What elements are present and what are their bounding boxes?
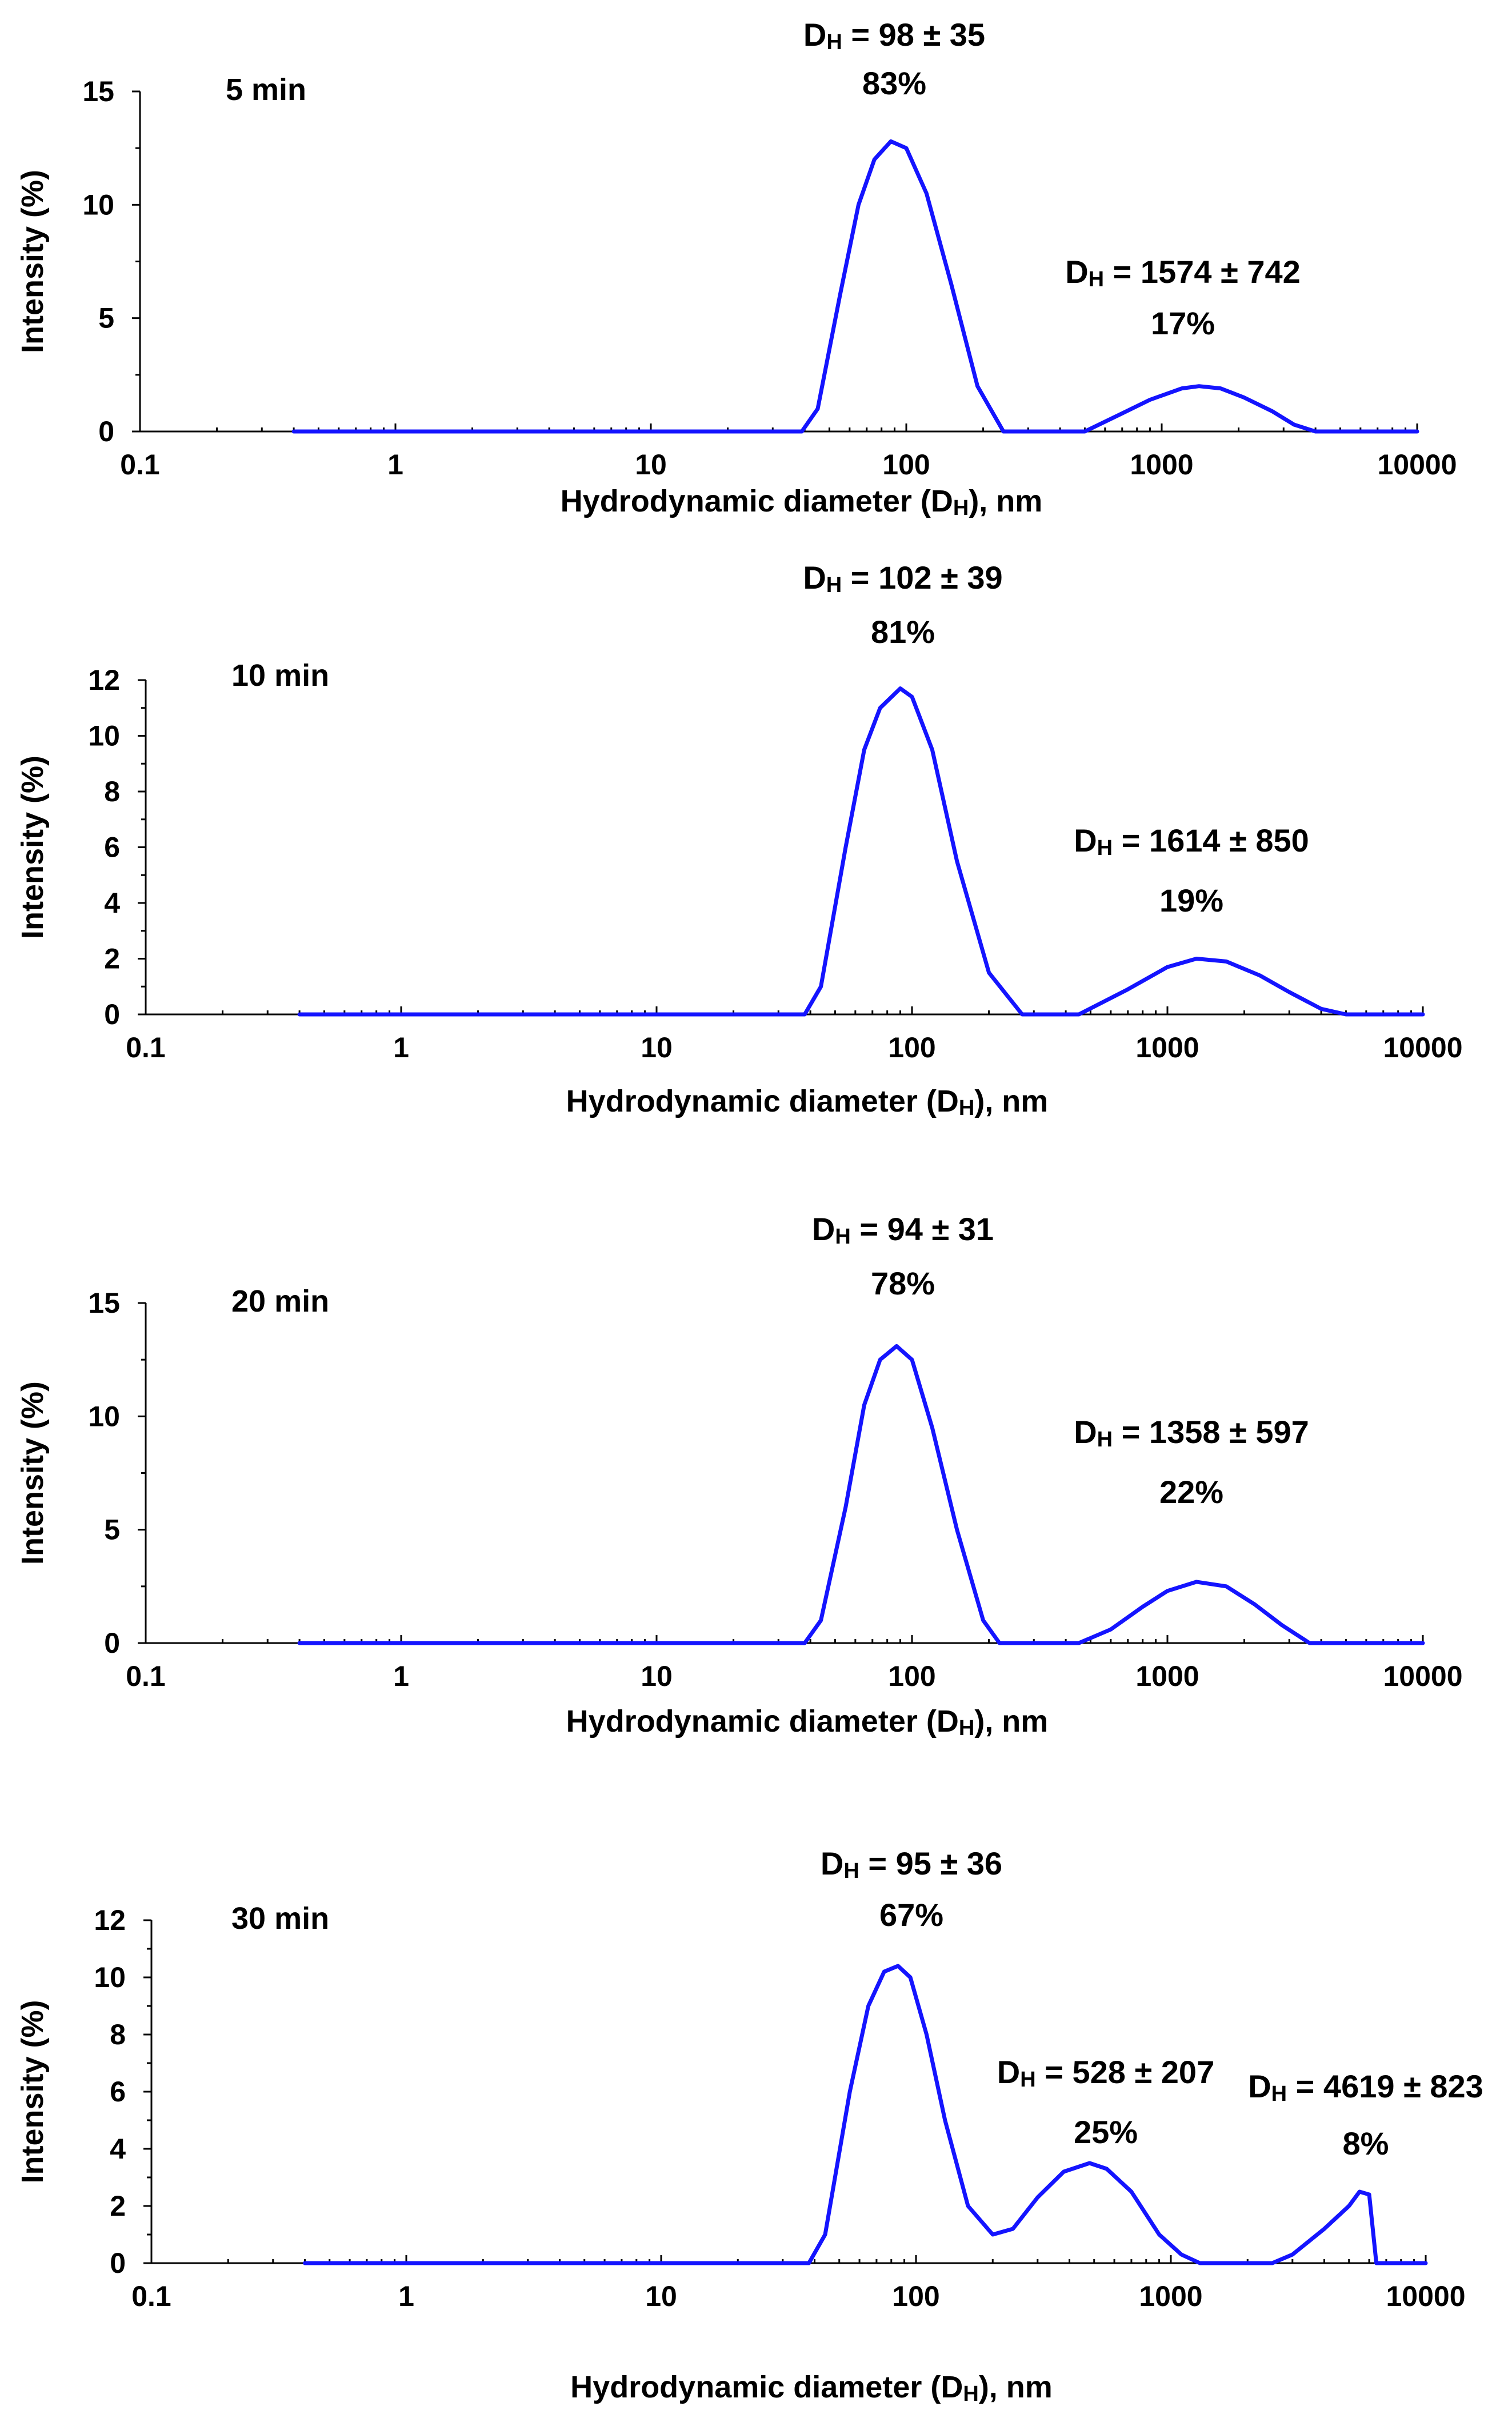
peak-size-annotation: DH = 1358 ± 597 — [1074, 1414, 1309, 1452]
x-axis-title: Hydrodynamic diameter (DH), nm — [561, 484, 1043, 520]
y-tick-label: 8 — [104, 776, 120, 808]
y-tick-label: 15 — [82, 75, 114, 107]
x-tick-label: 1 — [387, 449, 403, 481]
peak-percent-annotation: 17% — [1151, 305, 1215, 341]
y-tick-label: 4 — [110, 2133, 126, 2165]
x-tick-label: 10 — [635, 449, 667, 481]
x-axis-title: Hydrodynamic diameter (DH), nm — [570, 2370, 1053, 2406]
y-tick-label: 2 — [110, 2190, 126, 2222]
x-tick-label: 1 — [393, 1660, 409, 1692]
peak-percent-annotation: 19% — [1159, 882, 1223, 918]
chart-panel-2: 0.1 1 10 100 1000 10000 0 2 4 6 8 10 12 Hydrodynamic … — [15, 559, 1463, 1120]
peak-size-annotation: DH = 94 ± 31 — [812, 1211, 994, 1249]
y-tick-label: 12 — [94, 1904, 126, 1936]
intensity-series-line — [303, 1964, 1428, 2265]
peak-size-annotation: DH = 528 ± 207 — [997, 2054, 1214, 2092]
x-axis-title: Hydrodynamic diameter (DH), nm — [566, 1084, 1049, 1120]
peak-percent-annotation: 22% — [1159, 1474, 1223, 1510]
peak-percent-annotation: 78% — [871, 1265, 935, 1301]
intensity-series-line — [297, 1344, 1425, 1645]
peak-percent-annotation: 83% — [862, 65, 926, 101]
chart-panel-1: 0.1 1 10 100 1000 10000 0 5 10 15 Hydrodynamic dia… — [15, 17, 1457, 520]
y-tick-label: 6 — [110, 2076, 126, 2108]
panel-time-label: 20 min — [231, 1284, 329, 1318]
x-tick-label: 100 — [882, 449, 930, 481]
x-tick-label: 100 — [888, 1660, 935, 1692]
x-tick-label: 0.1 — [126, 1660, 166, 1692]
y-tick-label: 10 — [82, 189, 114, 221]
panel-time-label: 30 min — [231, 1901, 329, 1936]
y-tick-label: 5 — [98, 302, 114, 334]
x-tick-label: 1000 — [1135, 1660, 1199, 1692]
peak-percent-annotation: 8% — [1343, 2125, 1389, 2161]
intensity-series-line — [297, 686, 1425, 1017]
x-tick-label: 1000 — [1130, 449, 1193, 481]
peak-size-annotation: DH = 4619 ± 823 — [1248, 2068, 1483, 2106]
y-axis-title: Intensity (%) — [15, 170, 50, 353]
y-tick-label: 10 — [94, 1961, 126, 1993]
y-axis-title: Intensity (%) — [15, 2000, 50, 2183]
y-axis-title: Intensity (%) — [15, 1381, 50, 1565]
y-tick-label: 0 — [104, 1627, 120, 1659]
peak-percent-annotation: 25% — [1074, 2114, 1138, 2150]
peak-size-annotation: DH = 98 ± 35 — [803, 17, 985, 54]
x-tick-label: 10000 — [1386, 2280, 1465, 2312]
x-tick-label: 10 — [641, 1032, 673, 1064]
y-tick-label: 15 — [88, 1287, 120, 1319]
x-tick-label: 10000 — [1383, 1032, 1462, 1064]
peak-percent-annotation: 67% — [879, 1897, 943, 1933]
x-tick-label: 0.1 — [120, 449, 160, 481]
x-tick-label: 1 — [398, 2280, 414, 2312]
x-tick-label: 100 — [888, 1032, 935, 1064]
x-tick-label: 10 — [645, 2280, 677, 2312]
y-tick-label: 2 — [104, 943, 120, 975]
y-tick-label: 5 — [104, 1514, 120, 1546]
x-tick-label: 1 — [393, 1032, 409, 1064]
y-tick-label: 0 — [98, 415, 114, 447]
x-tick-label: 0.1 — [131, 2280, 171, 2312]
intensity-series-line — [291, 139, 1419, 434]
y-tick-label: 4 — [104, 887, 120, 919]
y-axis-title: Intensity (%) — [15, 756, 50, 939]
x-tick-label: 10000 — [1377, 449, 1457, 481]
peak-size-annotation: DH = 1574 ± 742 — [1065, 254, 1301, 291]
y-tick-label: 6 — [104, 832, 120, 864]
x-tick-label: 10 — [641, 1660, 673, 1692]
peak-size-annotation: DH = 95 ± 36 — [821, 1845, 1002, 1883]
y-tick-label: 10 — [88, 1400, 120, 1432]
x-tick-label: 10000 — [1383, 1660, 1462, 1692]
peak-percent-annotation: 81% — [871, 614, 935, 650]
panel-time-label: 5 min — [226, 73, 306, 107]
y-tick-label: 0 — [104, 998, 120, 1030]
panel-time-label: 10 min — [231, 658, 329, 693]
x-tick-label: 0.1 — [126, 1032, 166, 1064]
chart-panel-3: 0.1 1 10 100 1000 10000 0 5 10 15 Hydrodynamic dia… — [15, 1211, 1463, 1740]
y-tick-label: 12 — [88, 664, 120, 696]
y-tick-label: 10 — [88, 720, 120, 752]
x-tick-label: 100 — [892, 2280, 939, 2312]
y-tick-label: 8 — [110, 2019, 126, 2051]
x-tick-label: 1000 — [1139, 2280, 1202, 2312]
x-axis-title: Hydrodynamic diameter (DH), nm — [566, 1704, 1049, 1740]
x-tick-label: 1000 — [1135, 1032, 1199, 1064]
peak-size-annotation: DH = 102 ± 39 — [803, 559, 1002, 597]
peak-size-annotation: DH = 1614 ± 850 — [1074, 822, 1309, 860]
y-tick-label: 0 — [110, 2247, 126, 2279]
chart-panel-4: 0.1 1 10 100 1000 10000 0 2 4 6 8 10 12 Hydrodynamic … — [15, 1845, 1483, 2406]
